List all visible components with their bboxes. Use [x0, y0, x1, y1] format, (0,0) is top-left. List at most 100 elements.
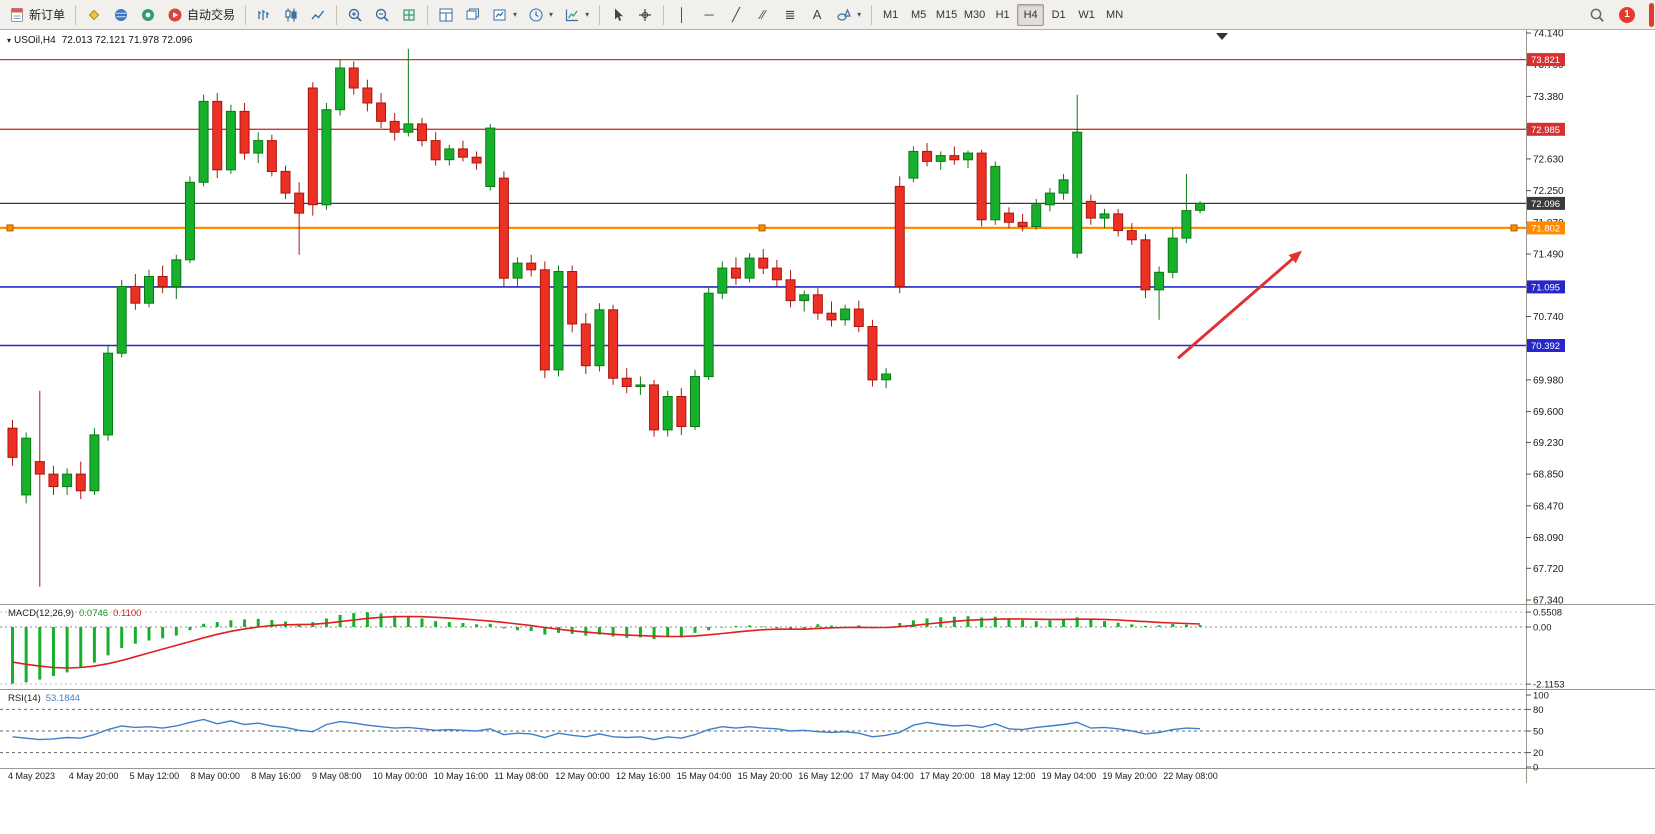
candle-body [881, 373, 892, 381]
price-axis-label: 69.230 [1533, 438, 1564, 449]
chart-canvas[interactable]: 74.14073.76073.38073.01072.63072.25071.8… [0, 30, 1655, 783]
shapes-tool-button[interactable]: ▾ [831, 3, 866, 27]
cursor-tool-button[interactable] [605, 3, 631, 27]
macd-label: MACD(12,26,9) 0.0746 0.1100 [8, 608, 141, 620]
crosshair-tool-button[interactable] [632, 3, 658, 27]
timeframe-m30[interactable]: M30 [961, 4, 988, 26]
candle-body [635, 384, 646, 388]
chart-shift-marker-icon[interactable] [1216, 33, 1228, 40]
time-axis[interactable]: 4 May 2023 4 May 20:00 5 May 12:00 8 May 00… [8, 771, 1218, 781]
time-axis-label: 18 May 12:00 [981, 771, 1036, 781]
fibonacci-tool-button[interactable]: ≣ [777, 3, 803, 27]
candle-body [662, 396, 673, 431]
horizontal-line-tool-button[interactable]: ─ [696, 3, 722, 27]
candle-body [21, 437, 32, 496]
profile-button[interactable] [108, 3, 134, 27]
candle-body [949, 155, 960, 161]
price-axis[interactable]: 74.14073.76073.38073.01072.63072.25071.8… [1526, 30, 1564, 607]
search-button[interactable] [1584, 3, 1610, 27]
timeframe-w1[interactable]: W1 [1073, 4, 1100, 26]
vertical-line-tool-button[interactable]: │ [669, 3, 695, 27]
bar-chart-icon [258, 9, 270, 20]
line-chart-button[interactable] [305, 3, 331, 27]
tile-windows-button[interactable] [433, 3, 459, 27]
new-chart-button[interactable]: ▾ [487, 3, 522, 27]
candle-body [34, 461, 45, 475]
rsi-line [12, 718, 1201, 741]
candle-body [1154, 271, 1165, 291]
trend-arrow-annotation[interactable] [1177, 250, 1302, 360]
candle-body [130, 286, 141, 304]
auto-trading-button[interactable]: 自动交易 [162, 3, 240, 27]
price-tag-70.392: 70.392 [1527, 339, 1565, 352]
time-axis-label: 10 May 16:00 [434, 771, 489, 781]
bar-chart-button[interactable] [251, 3, 277, 27]
candle-body [335, 67, 346, 111]
candle-body [403, 123, 414, 133]
dropdown-arrow-icon: ▾ [513, 10, 518, 19]
zoom-in-button[interactable] [342, 3, 368, 27]
candle-body [1072, 131, 1083, 254]
price-axis-label: 72.250 [1533, 186, 1564, 197]
candlestick-chart-icon [285, 8, 297, 21]
timeframe-h1[interactable]: H1 [989, 4, 1016, 26]
timeframe-m15[interactable]: M15 [933, 4, 960, 26]
trendline-tool-button[interactable]: ╱ [723, 3, 749, 27]
time-axis-label: 19 May 04:00 [1042, 771, 1097, 781]
svg-text:72.096: 72.096 [1531, 199, 1560, 210]
timeframe-d1[interactable]: D1 [1045, 4, 1072, 26]
notification-badge[interactable]: 1 [1619, 6, 1635, 23]
zoom-out-button[interactable] [369, 3, 395, 27]
candle-body [116, 286, 127, 354]
time-axis-label: 19 May 20:00 [1102, 771, 1157, 781]
timeframe-h4[interactable]: H4 [1017, 3, 1045, 26]
macd-name: MACD(12,26,9) [8, 608, 74, 619]
cascade-windows-button[interactable] [460, 3, 486, 27]
dropdown-arrow-icon: ▾ [585, 10, 590, 19]
time-axis-label: 5 May 12:00 [130, 771, 180, 781]
candle-body [963, 152, 973, 161]
hline-handle[interactable] [6, 224, 14, 232]
favorites-button[interactable] [81, 3, 107, 27]
horizontal-lines [0, 58, 1526, 347]
macd-axis-label: 0.5508 [1533, 608, 1562, 619]
market-watch-button[interactable] [135, 3, 161, 27]
candlestick-chart-button[interactable] [278, 3, 304, 27]
symbol-timeframe: USOil,H4 [14, 35, 56, 46]
hline-handle[interactable] [1510, 224, 1518, 232]
time-axis-label: 10 May 00:00 [373, 771, 428, 781]
rsi-axis-label: 0 [1533, 763, 1538, 774]
toolbar-separator [75, 4, 77, 25]
candle-body [485, 127, 496, 187]
templates-icon [565, 9, 579, 21]
text-tool-button[interactable]: A [804, 3, 830, 27]
macd-signal-value: 0.1100 [113, 608, 142, 619]
rsi-value: 53.1844 [45, 693, 81, 704]
channel-tool-button[interactable]: ∕∕ [750, 3, 776, 27]
templates-button[interactable]: ▾ [559, 3, 594, 27]
rsi-axis-label: 100 [1533, 691, 1549, 702]
chart-menu-icon[interactable]: ▾ [7, 36, 12, 45]
macd-axis-label: -2.1153 [1533, 680, 1565, 691]
new-order-label: 新订单 [29, 8, 66, 22]
timeframe-m5[interactable]: M5 [905, 4, 932, 26]
candle-body [75, 473, 86, 492]
new-order-button[interactable]: 新订单 [4, 3, 70, 27]
hline-handle[interactable] [758, 224, 766, 232]
dropdown-arrow-icon: ▾ [549, 10, 554, 19]
right-edge-scroll-thumb[interactable] [1649, 3, 1654, 27]
candle-body [730, 267, 741, 279]
timeframe-mn[interactable]: MN [1101, 4, 1128, 26]
price-axis-label: 68.090 [1533, 533, 1564, 544]
price-axis-label: 70.740 [1533, 312, 1564, 323]
candle-body [840, 308, 851, 321]
candle-body [376, 102, 387, 122]
toolbar-separator [245, 4, 247, 25]
main-toolbar: 新订单 自动交易 ▾ ▾ [0, 0, 1655, 30]
periods-button[interactable]: ▾ [523, 3, 558, 27]
grid-button[interactable] [396, 3, 422, 27]
macd-signal-line [12, 615, 1201, 669]
candle-body [212, 100, 223, 171]
timeframe-m1[interactable]: M1 [877, 4, 904, 26]
rsi-pane: 100 80 50 20 0 [0, 691, 1549, 774]
